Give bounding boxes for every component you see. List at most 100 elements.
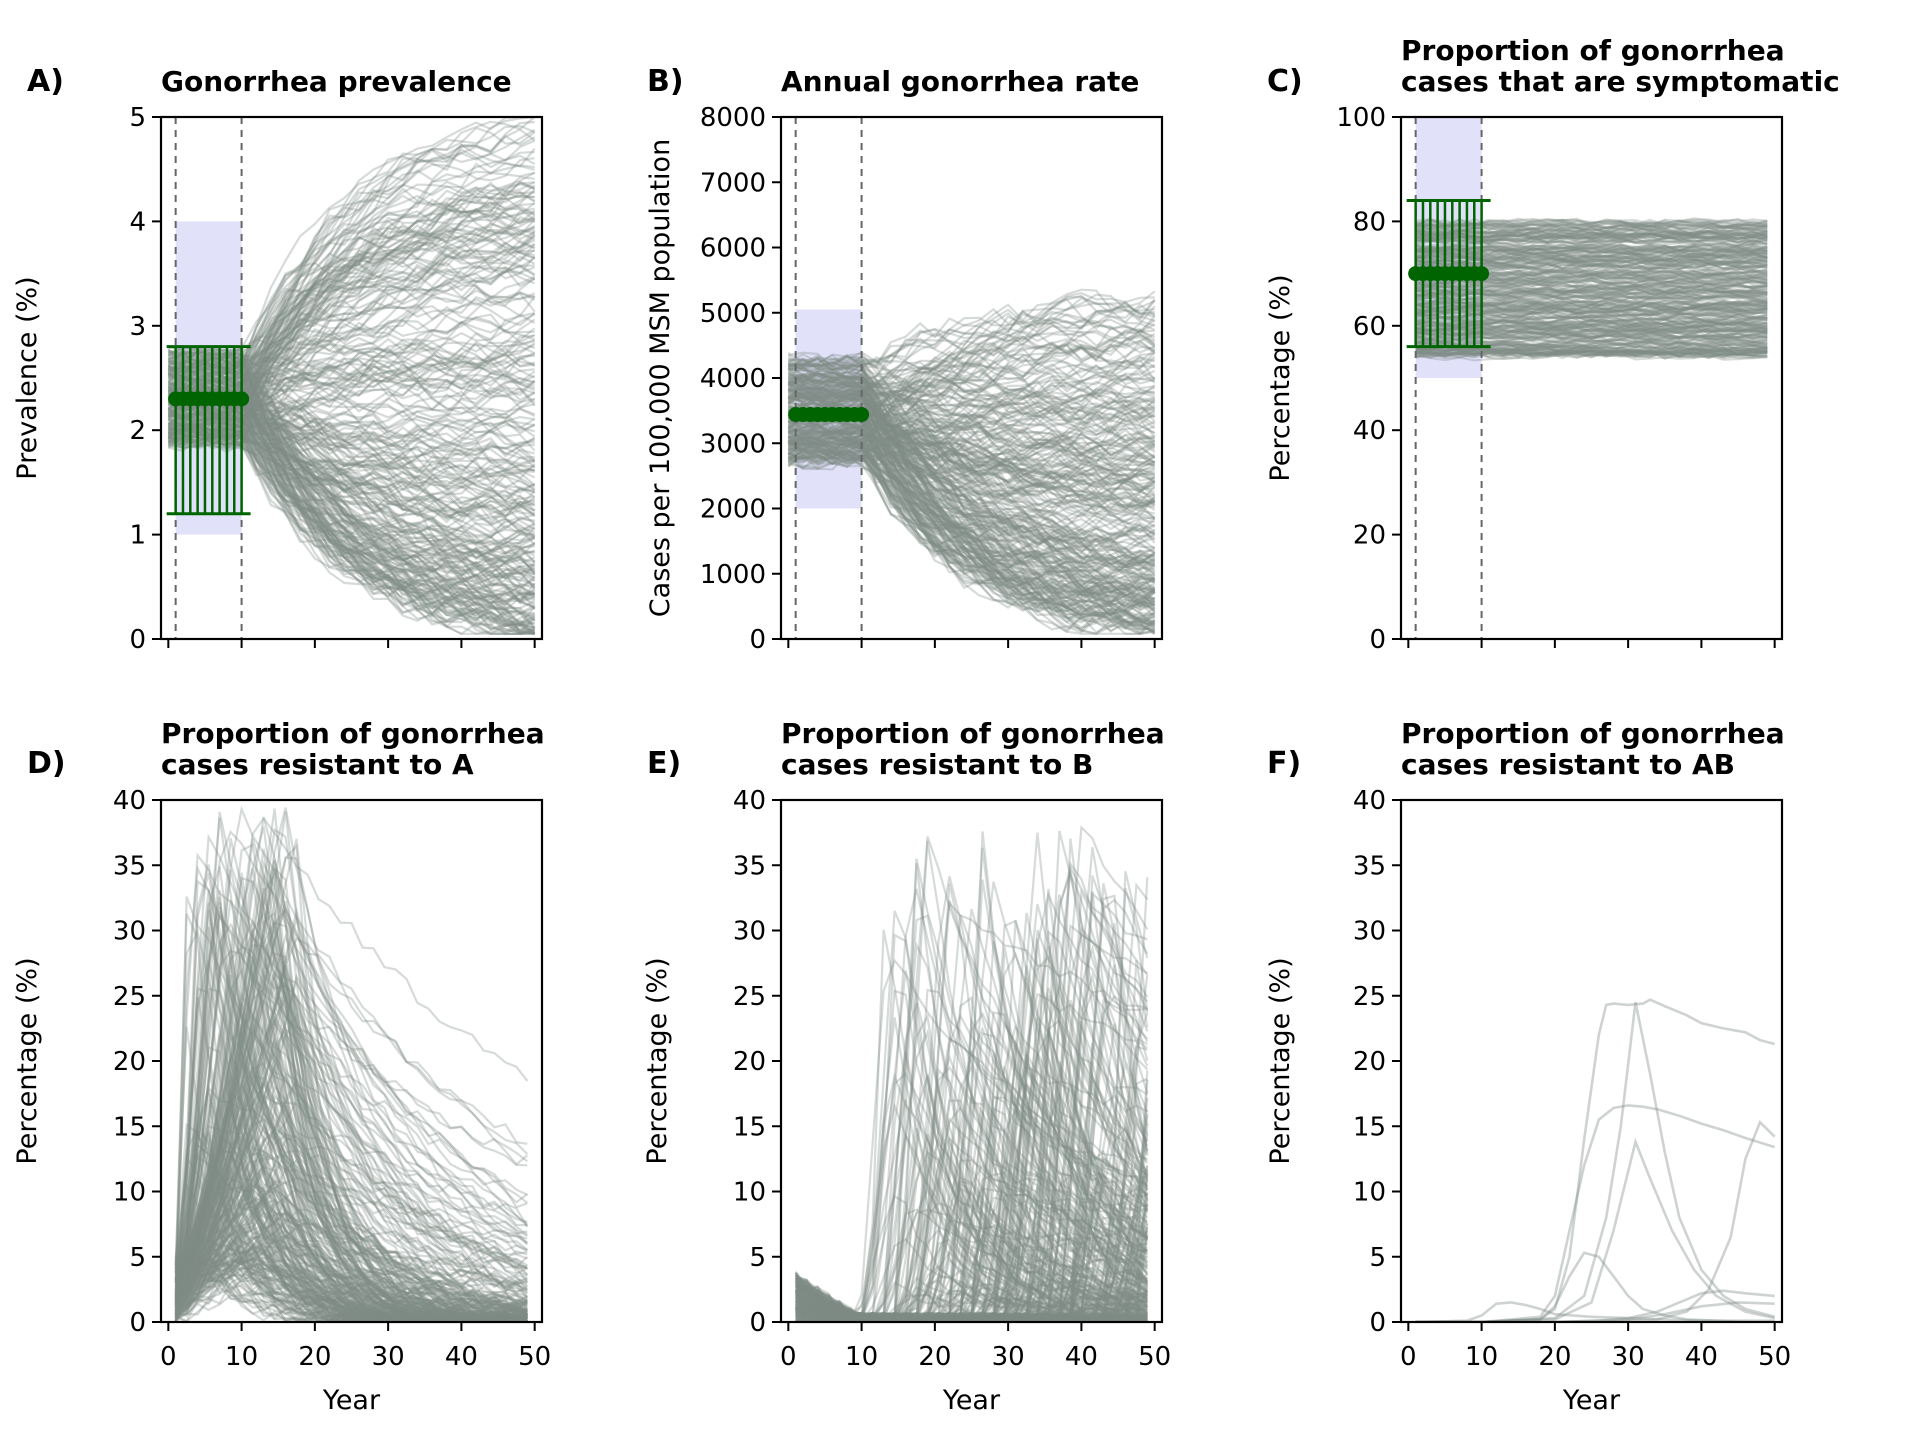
trajectory-line: [168, 339, 535, 380]
trajectory-line: [168, 366, 536, 434]
trajectory-line: [174, 1243, 528, 1322]
trajectory-line: [174, 1099, 528, 1322]
trajectory-line: [168, 117, 536, 435]
trajectory-line: [168, 403, 536, 582]
trajectory-line: [175, 1196, 528, 1322]
trajectory-line: [787, 397, 1156, 513]
trajectory-line: [787, 343, 1155, 394]
trajectory-line: [167, 352, 536, 574]
trajectory-line: [795, 1238, 1149, 1322]
trajectory-line: [787, 438, 1155, 631]
trajectory-line: [794, 891, 1149, 1322]
trajectory-line: [795, 1206, 1149, 1322]
trajectory-line: [795, 1020, 1149, 1322]
trajectory-line: [787, 434, 1156, 464]
y-tick-label: 30: [733, 917, 766, 947]
x-tick-label: 10: [225, 1342, 258, 1372]
trajectory-line: [167, 128, 536, 374]
trajectory-line: [795, 1012, 1149, 1322]
trajectory-line: [795, 1226, 1148, 1322]
trajectory-line: [794, 1277, 1148, 1322]
y-tick-label: 2: [129, 416, 146, 446]
trajectory-line: [167, 352, 535, 465]
trajectory-line: [175, 1210, 528, 1300]
y-tick-label: 0: [129, 625, 146, 655]
trajectory-line: [788, 379, 1156, 434]
trajectory-line: [795, 1051, 1148, 1322]
trajectory-line: [795, 1176, 1148, 1322]
trajectory-line: [175, 964, 528, 1322]
trajectory-line: [787, 318, 1156, 436]
trajectory-line: [168, 376, 536, 491]
trajectory-line: [168, 364, 535, 636]
trajectory-line: [787, 405, 1155, 442]
trajectory-line: [174, 864, 528, 1297]
trajectory-line: [787, 322, 1156, 431]
y-tick-label: 20: [733, 1047, 766, 1077]
trajectory-line: [795, 1171, 1148, 1322]
trajectory-line: [1415, 349, 1768, 360]
trajectory-line: [787, 434, 1156, 622]
trajectory-line: [167, 400, 536, 604]
trajectory-line: [795, 1175, 1148, 1322]
trajectory-line: [168, 432, 535, 456]
trajectory-line: [168, 242, 536, 447]
trajectory-line: [787, 374, 1156, 511]
x-tick-label: 0: [780, 1342, 797, 1372]
trajectory-line: [174, 872, 529, 1320]
trajectory-line: [795, 1099, 1148, 1322]
trajectory-line: [168, 378, 536, 578]
trajectory-line: [788, 417, 1155, 608]
trajectory-line: [174, 872, 528, 1322]
y-tick-label: 7000: [700, 168, 766, 198]
trajectory-line: [795, 1184, 1148, 1322]
trajectory-line: [795, 958, 1148, 1322]
trajectory-line: [795, 1150, 1148, 1322]
y-tick-label: 20: [113, 1047, 146, 1077]
trajectory-line: [167, 347, 536, 414]
trajectory-line: [174, 1147, 528, 1322]
panel-d: 0 5 10 15 20 25 30 35 40 0 10 20 30 40 50 Year Percentag…: [12, 717, 551, 1416]
trajectory-line: [168, 175, 535, 447]
trajectory-line: [794, 1115, 1149, 1322]
trajectory-line: [1415, 342, 1768, 352]
trajectory-line: [175, 1162, 528, 1322]
trajectory-line: [174, 1085, 528, 1288]
trajectory-line: [174, 995, 528, 1304]
trajectory-line: [787, 436, 1156, 613]
trajectory-line: [168, 247, 536, 357]
trajectory-line: [787, 426, 1156, 548]
trajectory-line: [787, 375, 1156, 635]
trajectory-line: [794, 1280, 1148, 1322]
trajectory-line: [787, 342, 1156, 401]
trajectory-line: [175, 1184, 528, 1322]
trajectory-line: [795, 998, 1149, 1322]
trajectory-line: [795, 1276, 1148, 1322]
trajectory-line: [795, 992, 1148, 1322]
trajectory-line: [788, 381, 1155, 569]
trajectory-line: [788, 445, 1156, 573]
trajectory-line: [167, 402, 536, 451]
trajectory-line: [174, 987, 528, 1321]
trajectory-line: [788, 450, 1156, 608]
trajectory-line: [787, 388, 1156, 430]
plot-area: [166, 117, 536, 639]
trajectory-line: [174, 1195, 528, 1322]
trajectory-line: [167, 351, 536, 518]
trajectory-line: [167, 406, 536, 609]
trajectory-line: [1415, 350, 1768, 360]
trajectory-line: [168, 402, 535, 524]
trajectory-line: [167, 416, 536, 512]
trajectory-line: [795, 1016, 1148, 1322]
trajectory-line: [174, 1236, 528, 1313]
trajectory-line: [787, 343, 1156, 390]
trajectory-line: [168, 233, 536, 377]
trajectory-line: [167, 422, 536, 507]
trajectory-line: [168, 124, 536, 422]
trajectory-line: [795, 1127, 1148, 1322]
trajectory-line: [795, 1028, 1148, 1322]
trajectory-line: [174, 1252, 528, 1322]
trajectory-line: [1415, 346, 1768, 356]
trajectory-line: [788, 374, 1156, 400]
trajectory-line: [1415, 349, 1768, 359]
